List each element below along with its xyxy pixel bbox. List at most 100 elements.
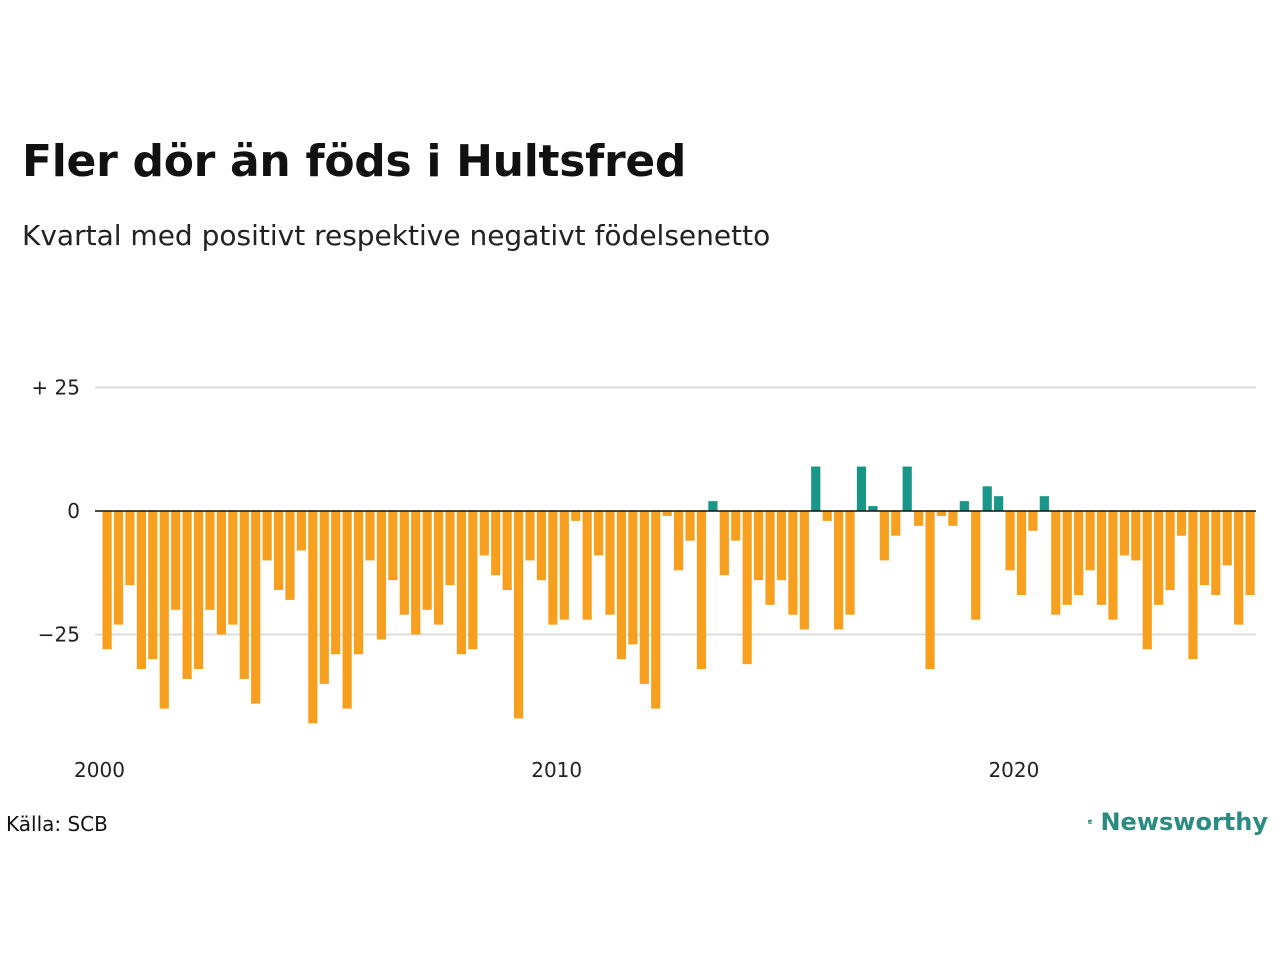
- bar-negative: [1199, 511, 1209, 586]
- bar-negative: [342, 511, 352, 709]
- bar-negative: [1154, 511, 1164, 605]
- bar-negative: [411, 511, 421, 635]
- bar-negative: [559, 511, 569, 620]
- x-tick-label: 2000: [74, 758, 125, 782]
- bar-positive: [1039, 496, 1049, 511]
- bar-negative: [754, 511, 764, 581]
- bar-negative: [228, 511, 238, 625]
- bar-negative: [171, 511, 181, 610]
- bar-negative: [1051, 511, 1061, 615]
- bar-negative: [845, 511, 855, 615]
- bar-positive: [982, 486, 992, 511]
- y-tick-label: 0: [67, 499, 80, 523]
- newsworthy-logo: Newsworthy: [1088, 804, 1268, 840]
- bar-negative: [433, 511, 444, 625]
- bar-negative: [1222, 511, 1232, 566]
- bar-positive: [902, 466, 912, 511]
- bar-negative: [936, 511, 947, 516]
- bar-negative: [674, 511, 684, 571]
- bar-negative: [742, 511, 752, 665]
- bar-negative: [399, 511, 409, 615]
- bar-negative: [148, 511, 158, 660]
- bar-negative: [776, 511, 787, 581]
- bar-negative: [1211, 511, 1221, 595]
- bar-negative: [251, 511, 261, 704]
- bar-negative: [296, 511, 307, 551]
- bar-negative: [456, 511, 467, 655]
- bars: [102, 466, 1255, 724]
- bar-negative: [262, 511, 272, 561]
- bar-negative: [765, 511, 775, 605]
- chart-title: Fler dör än föds i Hultsfred: [22, 136, 687, 187]
- bar-positive: [811, 466, 821, 511]
- x-tick-label: 2020: [988, 758, 1039, 782]
- bar-negative: [1234, 511, 1244, 625]
- bar-negative: [1119, 511, 1129, 556]
- bar-negative: [1062, 511, 1072, 605]
- bar-negative: [1165, 511, 1175, 591]
- bar-positive: [994, 496, 1004, 511]
- newsworthy-brand: Newsworthy: [1100, 808, 1268, 836]
- bar-negative: [593, 511, 604, 556]
- bar-negative: [365, 511, 375, 561]
- bar-negative: [662, 511, 672, 516]
- bar-negative: [491, 511, 501, 576]
- bar-negative: [513, 511, 524, 719]
- bar-negative: [651, 511, 661, 709]
- bar-negative: [616, 511, 627, 660]
- bar-negative: [445, 511, 455, 586]
- y-tick-label: + 25: [31, 376, 80, 400]
- bar-negative: [891, 511, 901, 536]
- bar-negative: [159, 511, 169, 709]
- bar-negative: [1142, 511, 1152, 650]
- bar-negative: [205, 511, 215, 610]
- bar-negative: [331, 511, 341, 655]
- bar-negative: [822, 511, 832, 521]
- bar-negative: [1131, 511, 1141, 561]
- bar-negative: [216, 511, 226, 635]
- bar-negative: [948, 511, 958, 526]
- source-note: Källa: SCB: [6, 812, 108, 836]
- bar-negative: [834, 511, 844, 630]
- bar-negative: [628, 511, 638, 645]
- bar-negative: [376, 511, 387, 640]
- bar-negative: [571, 511, 581, 521]
- bar-negative: [102, 511, 112, 650]
- chart-subtitle: Kvartal med positivt respektive negativt…: [22, 219, 771, 252]
- bar-negative: [1176, 511, 1187, 536]
- bar-negative: [582, 511, 592, 620]
- bar-negative: [925, 511, 935, 670]
- bar-negative: [1028, 511, 1038, 531]
- bar-negative: [1074, 511, 1084, 595]
- bar-negative: [1005, 511, 1015, 571]
- bar-negative: [548, 511, 558, 625]
- bar-negative: [914, 511, 924, 526]
- bar-negative: [273, 511, 284, 591]
- bar-negative: [685, 511, 695, 541]
- bar-positive: [868, 506, 878, 511]
- bar-negative: [696, 511, 707, 670]
- bar-positive: [708, 501, 718, 511]
- bar-negative: [388, 511, 398, 581]
- bar-negative: [502, 511, 512, 591]
- bar-negative: [1188, 511, 1198, 660]
- bar-negative: [971, 511, 981, 620]
- bar-negative: [422, 511, 432, 610]
- bar-negative: [193, 511, 204, 670]
- bar-negative: [1096, 511, 1107, 605]
- bar-negative: [182, 511, 192, 679]
- bar-positive: [856, 466, 867, 511]
- bar-negative: [308, 511, 318, 724]
- bar-negative: [1108, 511, 1118, 620]
- bar-negative: [479, 511, 489, 556]
- bar-negative: [799, 511, 809, 630]
- bar-negative: [125, 511, 135, 586]
- bar-negative: [113, 511, 124, 625]
- x-tick-label: 2010: [531, 758, 582, 782]
- bar-negative: [239, 511, 249, 679]
- bar-negative: [525, 511, 535, 561]
- bar-negative: [1016, 511, 1027, 595]
- bar-negative: [536, 511, 547, 581]
- bar-positive: [959, 501, 969, 511]
